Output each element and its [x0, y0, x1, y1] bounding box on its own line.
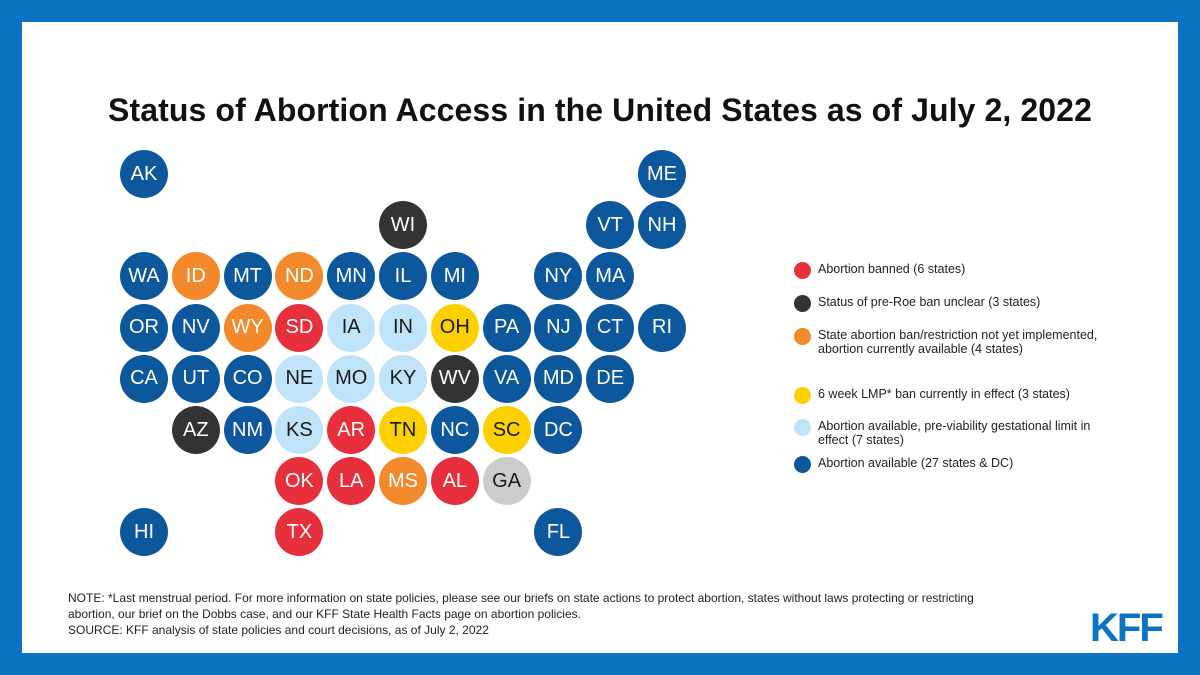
- state-ky: KY: [379, 354, 427, 403]
- legend-label: Status of pre-Roe ban unclear (3 states): [818, 295, 1041, 309]
- legend-label: State abortion ban/restriction not yet i…: [818, 328, 1098, 356]
- state-md: MD: [534, 354, 583, 403]
- state-mi: MI: [430, 252, 479, 301]
- state-wa: WA: [120, 252, 168, 301]
- state-fl: FL: [534, 508, 583, 557]
- legend-swatch: [794, 419, 811, 436]
- state-ny: NY: [534, 252, 583, 301]
- state-mn: MN: [327, 252, 376, 301]
- state-ut: UT: [171, 354, 220, 403]
- state-sd: SD: [275, 303, 324, 352]
- legend-label: Abortion available, pre-viability gestat…: [818, 419, 1091, 447]
- state-co: CO: [223, 354, 272, 403]
- state-al: AL: [430, 457, 479, 506]
- state-sc: SC: [482, 406, 531, 454]
- chart-title: Status of Abortion Access in the United …: [108, 92, 1092, 128]
- state-nv: NV: [171, 303, 220, 352]
- state-nm: NM: [223, 406, 272, 454]
- legend-swatch: [794, 262, 811, 279]
- state-dc: DC: [534, 406, 583, 454]
- state-va: VA: [482, 354, 531, 403]
- state-ks: KS: [275, 406, 324, 454]
- legend-swatch: [794, 456, 811, 473]
- infographic-card: Status of Abortion Access in the United …: [22, 22, 1178, 653]
- legend-swatch: [794, 387, 811, 404]
- state-ak: AK: [120, 150, 168, 198]
- state-la: LA: [327, 457, 376, 506]
- state-id: ID: [171, 252, 220, 301]
- state-mo: MO: [327, 354, 376, 403]
- footnotes: NOTE: *Last menstrual period. For more i…: [68, 590, 1008, 638]
- state-wy: WY: [223, 303, 272, 352]
- state-de: DE: [586, 354, 635, 403]
- state-il: IL: [379, 252, 427, 301]
- state-in: IN: [379, 303, 427, 352]
- state-tile-map: AK ME WI VT NH WA ID MT ND MN IL MI NY MA OR NV WY SD IA IN…: [22, 22, 1178, 582]
- legend-label: 6 week LMP* ban currently in effect (3 s…: [818, 387, 1070, 401]
- state-nh: NH: [638, 201, 686, 250]
- state-ca: CA: [120, 354, 168, 403]
- state-vt: VT: [586, 201, 635, 250]
- state-tx: TX: [275, 508, 324, 557]
- state-ne: NE: [275, 354, 324, 403]
- state-ok: OK: [275, 457, 324, 506]
- kff-logo: KFF: [1090, 606, 1164, 650]
- state-ms: MS: [379, 457, 427, 506]
- state-ar: AR: [327, 406, 376, 454]
- state-ga: GA: [482, 457, 531, 506]
- legend-swatch: [794, 328, 811, 345]
- legend-label: Abortion banned (6 states): [818, 262, 966, 276]
- state-wi: WI: [379, 201, 427, 250]
- state-wv: WV: [430, 354, 479, 403]
- state-ct: CT: [586, 303, 635, 352]
- state-ia: IA: [327, 303, 376, 352]
- state-nc: NC: [430, 406, 479, 454]
- state-tn: TN: [379, 406, 427, 454]
- legend-swatch: [794, 295, 811, 312]
- state-pa: PA: [482, 303, 531, 352]
- source-text: SOURCE: KFF analysis of state policies a…: [68, 623, 489, 637]
- state-nj: NJ: [534, 303, 583, 352]
- state-oh: OH: [430, 303, 479, 352]
- state-hi: HI: [120, 508, 168, 557]
- state-me: ME: [638, 150, 686, 198]
- state-mt: MT: [223, 252, 272, 301]
- state-ma: MA: [586, 252, 635, 301]
- legend: Abortion banned (6 states) Status of pre-…: [794, 22, 1134, 582]
- state-ri: RI: [638, 303, 686, 352]
- state-or: OR: [120, 303, 168, 352]
- state-nd: ND: [275, 252, 324, 301]
- note-text: NOTE: *Last menstrual period. For more i…: [68, 591, 974, 621]
- state-az: AZ: [171, 406, 220, 454]
- legend-label: Abortion available (27 states & DC): [818, 456, 1014, 470]
